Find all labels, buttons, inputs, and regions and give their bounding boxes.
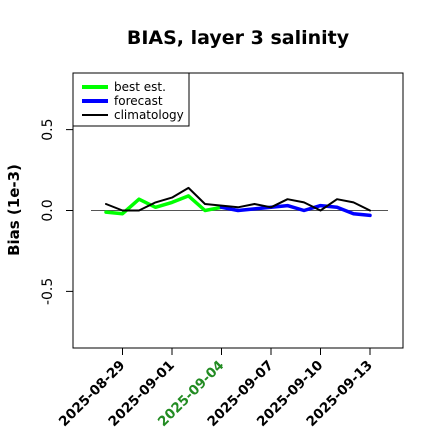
x-axis: 2025-08-292025-09-012025-09-042025-09-07…	[56, 347, 376, 430]
chart-title: BIAS, layer 3 salinity	[127, 27, 350, 49]
y-axis: -0.5 0.0 0.5	[40, 118, 74, 305]
legend-label: best est.	[114, 80, 166, 94]
y-axis-label: Bias (1e-3)	[5, 164, 23, 256]
y-tick-label: 0.5	[40, 118, 56, 140]
legend-label: forecast	[114, 94, 163, 108]
legend-label: climatology	[114, 108, 184, 122]
series-line-climatology	[105, 186, 371, 212]
series-line-forecast	[219, 203, 372, 218]
y-tick-label: 0.0	[40, 199, 56, 221]
series-layer	[104, 186, 372, 218]
y-tick-label: -0.5	[40, 278, 56, 305]
